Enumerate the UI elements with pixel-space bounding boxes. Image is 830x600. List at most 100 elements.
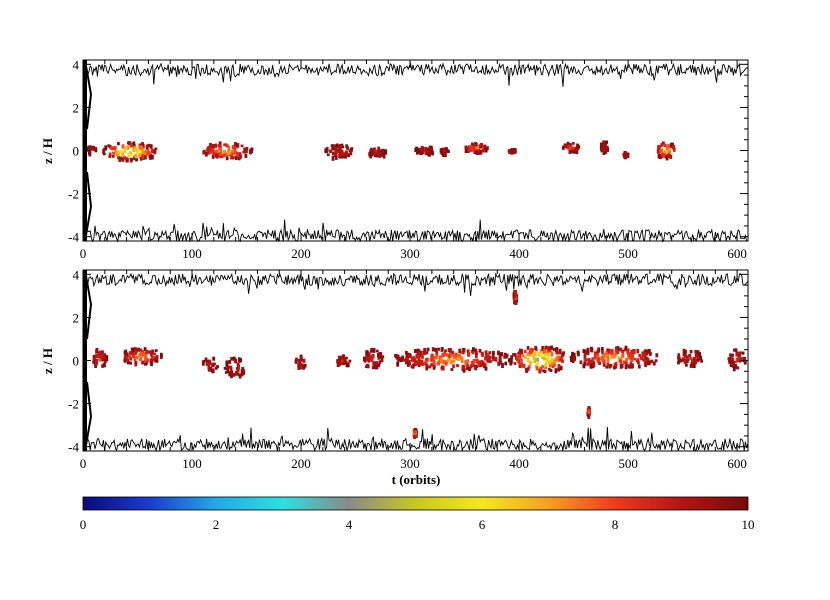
top-heat-cell: [236, 143, 240, 148]
top-heat-cell: [141, 149, 144, 154]
bottom-x-tick-label: 0: [80, 456, 87, 471]
top-heat-cell: [369, 149, 373, 154]
bottom-heat-cell: [153, 352, 156, 356]
top-heat-cell: [250, 147, 254, 151]
bottom-heat-cell: [541, 365, 544, 369]
top-heat-cell: [215, 154, 218, 158]
bottom-heat-cell: [460, 356, 464, 360]
bottom-heat-blob: [586, 406, 592, 419]
bottom-heat-cell: [441, 352, 445, 358]
bottom-heat-cell: [397, 357, 400, 362]
bottom-heat-cell: [632, 350, 636, 355]
top-heat-cell: [147, 151, 151, 155]
bottom-heat-cell: [103, 353, 107, 358]
top-heat-cell: [222, 152, 226, 157]
bottom-heat-cell: [491, 354, 495, 359]
bottom-heat-cell: [348, 359, 352, 363]
bottom-heat-cell: [547, 354, 551, 359]
bottom-heat-cell: [412, 363, 415, 368]
bottom-heat-cell: [624, 345, 628, 350]
bottom-heat-cell: [299, 356, 303, 361]
top-heat-cell: [245, 147, 249, 150]
bottom-heat-cell: [589, 364, 593, 369]
bottom-heat-cell: [505, 354, 509, 358]
bottom-heat-cell: [425, 366, 429, 371]
top-heat-cell: [341, 155, 345, 159]
top-heat-cell: [120, 149, 123, 154]
bottom-heat-cell: [377, 357, 381, 360]
bottom-heat-cell: [654, 359, 658, 363]
bottom-heat-cell: [141, 350, 144, 353]
bottom-heat-cell: [129, 356, 133, 361]
top-heat-cell: [134, 146, 137, 152]
bottom-heat-cell: [523, 355, 527, 359]
top-heat-cell: [127, 152, 131, 158]
bottom-heat-cell: [154, 349, 158, 352]
top-y-tick-label: 0: [73, 144, 80, 159]
top-heat-blob: [414, 145, 434, 157]
bottom-heat-cell: [135, 355, 139, 360]
top-heat-cell: [147, 143, 151, 148]
top-heat-blob: [202, 141, 254, 161]
top-heat-cell: [108, 154, 112, 158]
bottom-heat-cell: [587, 409, 591, 415]
top-heat-cell: [338, 147, 342, 152]
top-heat-cell: [149, 144, 153, 149]
top-heat-cell: [94, 147, 98, 150]
top-heat-cell: [474, 150, 477, 154]
bottom-heat-cell: [378, 355, 382, 360]
bottom-heat-cell: [604, 354, 608, 358]
bottom-heat-blob: [512, 290, 519, 305]
bottom-heat-blob: [394, 347, 512, 373]
top-heat-cell: [217, 154, 221, 158]
top-heat-cell: [479, 143, 482, 149]
bottom-heat-cell: [95, 359, 99, 363]
bottom-heat-cell: [151, 349, 155, 355]
bottom-heat-cell: [425, 351, 429, 355]
top-heat-cell: [121, 152, 125, 157]
top-heat-cell: [145, 144, 149, 150]
top-heat-cell: [225, 152, 228, 157]
bottom-heat-cell: [430, 357, 434, 363]
top-x-tick-label: 500: [618, 246, 638, 261]
bottom-heat-cell: [549, 369, 553, 372]
bottom-heat-cell: [729, 363, 733, 368]
top-heat-cell: [125, 157, 129, 163]
bottom-heat-cell: [102, 362, 106, 367]
bottom-heat-cell: [730, 360, 734, 365]
bottom-heat-cell: [677, 356, 680, 360]
bottom-heat-cell: [400, 356, 404, 361]
bottom-heat-cell: [592, 362, 596, 367]
bottom-heat-cell: [561, 359, 564, 364]
bottom-heat-cell: [559, 365, 563, 371]
bottom-heat-cell: [123, 358, 127, 363]
bottom-heat-cell: [736, 353, 739, 357]
bottom-y-tick-label: 4: [73, 267, 80, 282]
bottom-heat-cell: [520, 349, 523, 355]
top-lower-boundary-line: [82, 219, 748, 243]
bottom-heat-cell: [614, 364, 618, 369]
bottom-heat-cell: [644, 358, 647, 363]
bottom-heat-cell: [202, 360, 206, 363]
bottom-heat-cell: [94, 363, 97, 368]
bottom-heat-cell: [404, 361, 408, 365]
bottom-heat-cell: [608, 348, 611, 354]
bottom-heat-cell: [417, 358, 421, 363]
bottom-heat-cell: [522, 363, 526, 368]
bottom-heat-cell: [435, 350, 439, 356]
bottom-heat-cell: [432, 363, 436, 368]
bottom-heat-cell: [418, 361, 422, 366]
top-heat-cell: [111, 154, 115, 158]
top-heat-cell: [334, 155, 338, 160]
bottom-heat-cell: [439, 358, 443, 364]
top-heat-cell: [447, 150, 450, 153]
bottom-heat-cell: [223, 366, 227, 370]
top-heat-cell: [150, 148, 154, 154]
top-heat-cell: [329, 149, 332, 153]
bottom-heat-cell: [155, 355, 159, 358]
bottom-heat-cell: [456, 357, 460, 361]
top-heat-cell: [114, 151, 118, 155]
bottom-heat-cell: [440, 347, 444, 351]
bottom-heat-cell: [366, 354, 370, 358]
colorbar-tick-label: 6: [479, 517, 486, 532]
